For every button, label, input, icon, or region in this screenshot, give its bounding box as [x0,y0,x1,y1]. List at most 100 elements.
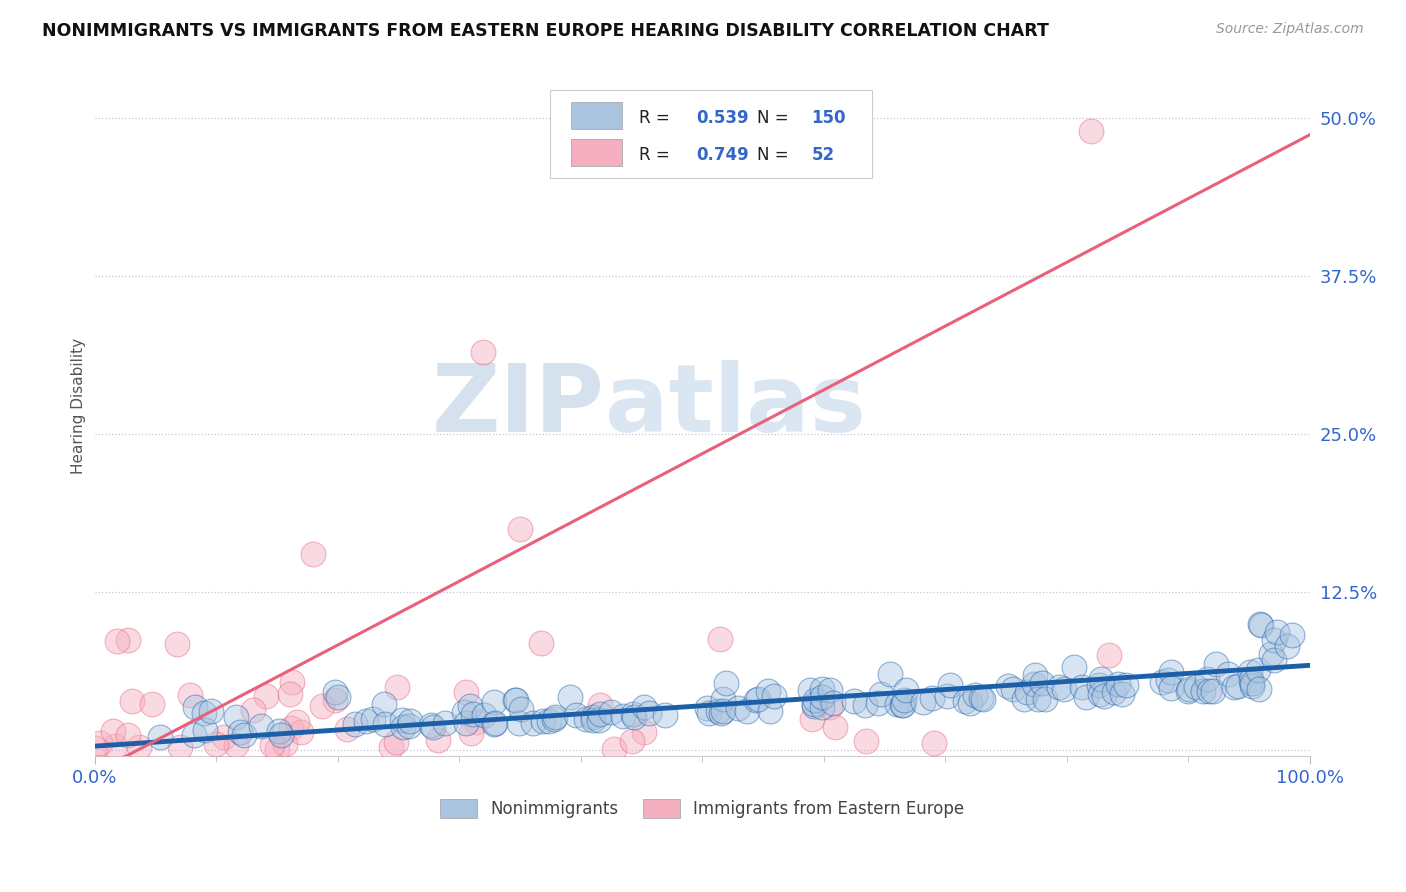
Point [707,704,730,718]
Point [169,739,191,754]
Point [1092,689,1115,703]
Point [972,691,994,706]
Point [970,690,993,705]
Point [380,740,402,755]
Point [229,725,252,739]
Point [538,714,561,728]
Point [336,722,359,736]
Point [1223,681,1246,695]
Point [824,720,846,734]
Point [938,678,960,692]
Point [1090,672,1112,686]
Point [936,690,959,704]
Point [101,723,124,738]
Point [654,708,676,723]
Text: N =: N = [756,109,794,128]
Point [1071,681,1094,695]
Point [1227,679,1250,693]
Point [1014,692,1036,706]
Point [582,713,605,727]
Point [328,690,350,704]
Point [953,694,976,708]
Point [963,688,986,702]
Point [842,694,865,708]
Text: atlas: atlas [605,359,866,451]
Point [735,705,758,719]
Point [128,739,150,754]
Point [891,698,914,712]
Text: R =: R = [638,109,675,128]
Point [1178,682,1201,697]
Point [543,712,565,726]
Point [959,696,981,710]
Point [472,345,495,359]
Point [633,725,655,739]
Point [727,701,749,715]
Point [183,727,205,741]
Point [260,738,283,752]
Point [1107,677,1129,691]
Point [709,632,731,647]
Point [374,716,396,731]
FancyBboxPatch shape [571,103,621,128]
Point [1260,647,1282,661]
Point [391,714,413,728]
Point [454,685,477,699]
Point [194,723,217,737]
Point [193,706,215,721]
Point [225,739,247,753]
Point [522,715,544,730]
Point [1240,679,1263,693]
Point [183,700,205,714]
Point [280,675,302,690]
Point [1053,682,1076,697]
Legend: Nonimmigrants, Immigrants from Eastern Europe: Nonimmigrants, Immigrants from Eastern E… [433,792,972,825]
Point [179,689,201,703]
Point [893,693,915,707]
Point [589,698,612,712]
Point [801,712,824,726]
Point [588,713,610,727]
Point [422,721,444,735]
Point [804,693,827,707]
Text: 52: 52 [811,146,835,164]
Point [1017,685,1039,699]
Point [1197,672,1219,686]
Point [399,714,422,729]
Point [1063,660,1085,674]
Point [1047,680,1070,694]
Point [1115,678,1137,692]
Point [285,714,308,729]
Point [225,710,247,724]
Text: R =: R = [638,146,675,164]
Point [1281,628,1303,642]
Point [603,742,626,756]
Point [623,710,645,724]
Point [398,719,420,733]
Point [811,681,834,696]
Point [1247,682,1270,697]
FancyBboxPatch shape [571,139,621,166]
Point [464,714,486,729]
Point [1250,617,1272,632]
Point [716,675,738,690]
Point [1026,692,1049,706]
Point [200,704,222,718]
Point [1275,639,1298,653]
Point [1192,684,1215,698]
Point [745,693,768,707]
Point [1247,663,1270,677]
Point [302,547,325,561]
Point [1102,685,1125,699]
Y-axis label: Hearing Disability: Hearing Disability [72,338,86,474]
Point [385,735,408,749]
Point [1241,676,1264,690]
Point [544,710,567,724]
Point [354,714,377,729]
Point [1031,675,1053,690]
Point [290,724,312,739]
Point [818,699,841,714]
Text: N =: N = [756,146,794,164]
Point [434,715,457,730]
Point [1160,681,1182,695]
